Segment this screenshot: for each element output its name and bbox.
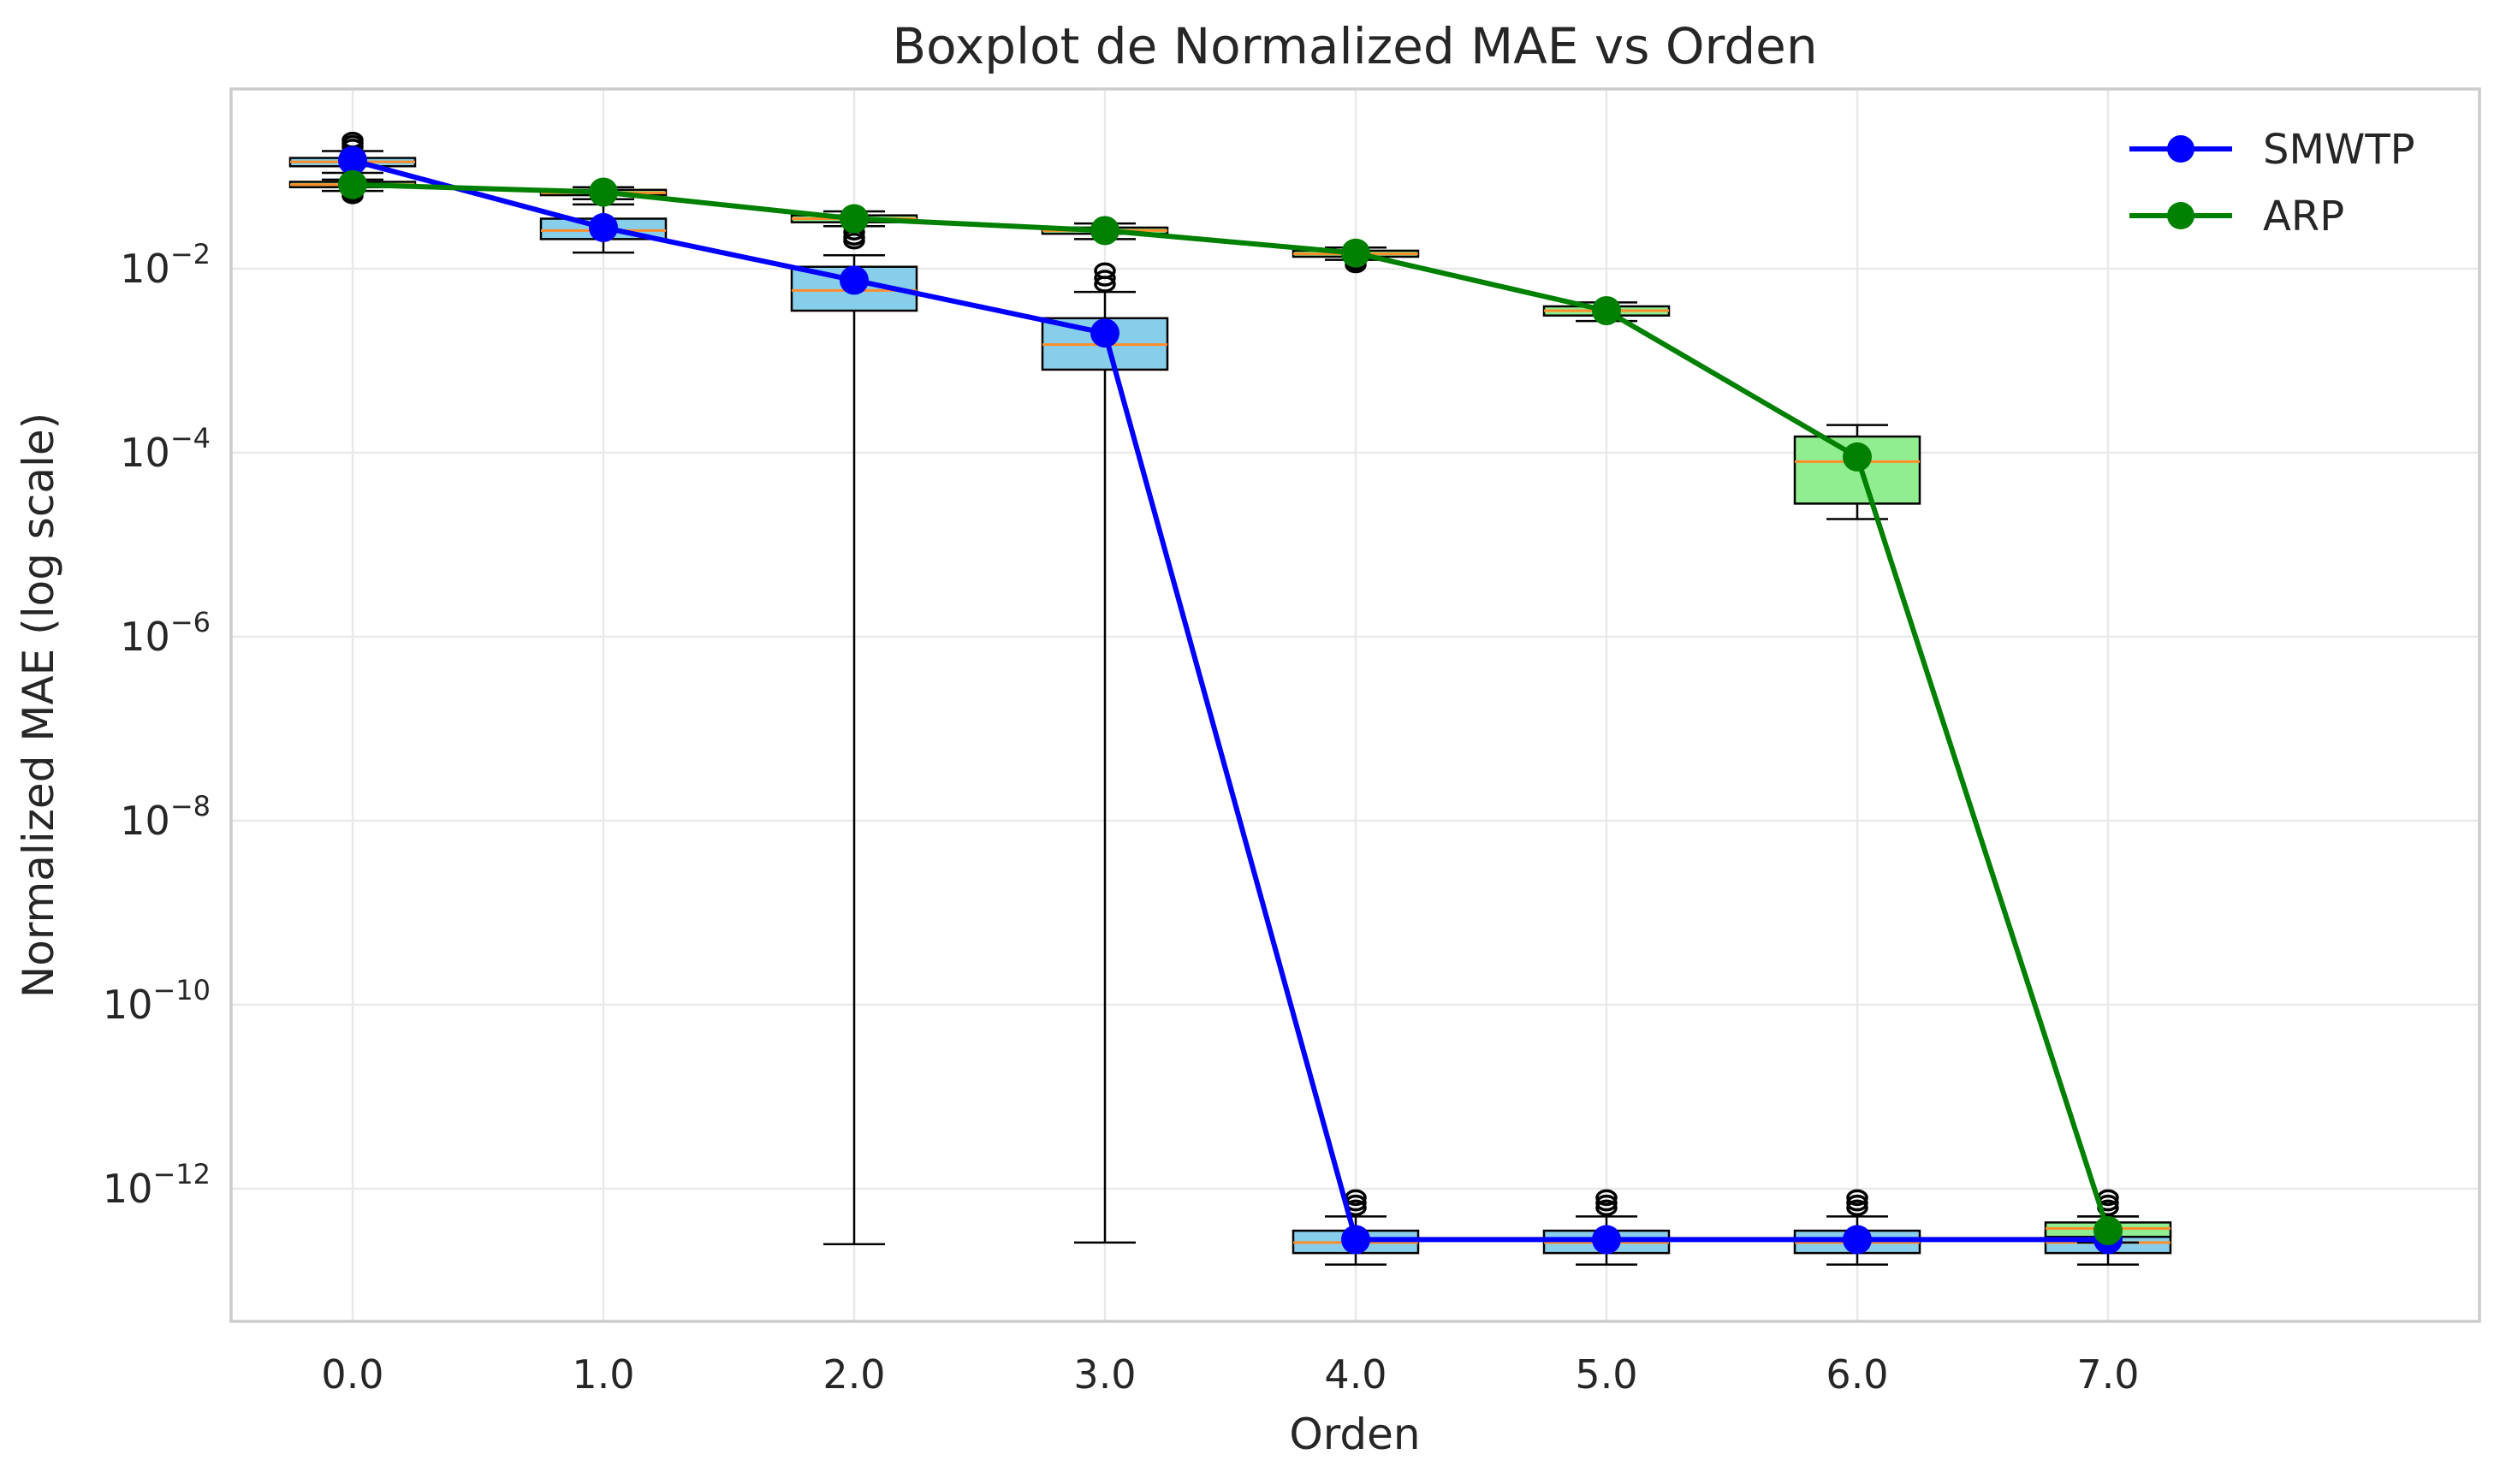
- series-point-smwtp: [840, 265, 869, 295]
- outlier-point: [1595, 1189, 1618, 1207]
- y-tick-label: 10−4: [120, 422, 211, 476]
- y-tick-label: 10−2: [120, 238, 211, 292]
- series-point-smwtp: [338, 145, 367, 175]
- series-point-arp: [1090, 216, 1119, 246]
- outlier-point: [1595, 1199, 1618, 1217]
- series-point-arp: [2093, 1216, 2123, 1246]
- series-point-smwtp: [1090, 318, 1119, 348]
- box-plot: [1041, 262, 1169, 1244]
- x-tick-label: 4.0: [1324, 1351, 1387, 1398]
- series-point-smwtp: [1843, 1225, 1872, 1255]
- legend-marker-smwtp: [2167, 135, 2194, 163]
- series-line-smwtp: [352, 157, 2108, 1243]
- outlier-point: [1846, 1194, 1868, 1212]
- y-tick-label: 10−8: [120, 790, 211, 844]
- x-tick-label: 3.0: [1073, 1351, 1136, 1398]
- x-axis-label: Orden: [1289, 1410, 1420, 1459]
- y-axis-label: Normalized MAE (log scale): [14, 413, 63, 998]
- y-tick-label: 10−6: [120, 606, 211, 660]
- x-tick-label: 1.0: [572, 1351, 634, 1398]
- tick-layer: 10−2 10−4 10−6 10−8 10−10 10−12 0.0 1.0 2.0 3.0 4.…: [103, 238, 2140, 1398]
- x-tick-label: 0.0: [321, 1351, 383, 1398]
- series-point-smwtp: [1592, 1225, 1621, 1255]
- series-point-smwtp: [589, 212, 618, 242]
- box-plot: [1793, 424, 1921, 520]
- series-point-smwtp: [1341, 1225, 1370, 1255]
- x-tick-label: 2.0: [822, 1351, 885, 1398]
- series-point-arp: [1592, 296, 1621, 326]
- outlier-point: [1595, 1194, 1618, 1212]
- grid-layer: [231, 89, 2479, 1321]
- legend: SMWTP ARP: [2129, 126, 2415, 240]
- y-tick-label: 10−10: [103, 974, 211, 1028]
- plot-frame: [229, 87, 2481, 1323]
- legend-marker-arp: [2167, 202, 2194, 229]
- y-tick-label: 10−12: [103, 1158, 211, 1212]
- legend-label-smwtp: SMWTP: [2263, 126, 2415, 174]
- series-point-arp: [1843, 442, 1872, 472]
- x-tick-label: 7.0: [2076, 1351, 2139, 1398]
- outlier-point: [1846, 1189, 1868, 1207]
- series-point-arp: [1341, 238, 1370, 268]
- box-layer: [288, 131, 2172, 1266]
- series-line-arp: [352, 181, 2111, 1232]
- series-point-arp: [840, 204, 869, 234]
- box-plot: [790, 254, 918, 1245]
- x-tick-label: 5.0: [1575, 1351, 1637, 1398]
- chart-title: Boxplot de Normalized MAE vs Orden: [892, 17, 1817, 75]
- x-tick-label: 6.0: [1826, 1351, 1888, 1398]
- series-point-arp: [589, 177, 618, 207]
- outlier-point: [1846, 1199, 1868, 1217]
- outlier-point: [1094, 262, 1116, 280]
- legend-label-arp: ARP: [2263, 193, 2344, 240]
- line-layer: [338, 145, 2123, 1255]
- outlier-point: [1094, 270, 1116, 287]
- series-point-arp: [338, 169, 367, 199]
